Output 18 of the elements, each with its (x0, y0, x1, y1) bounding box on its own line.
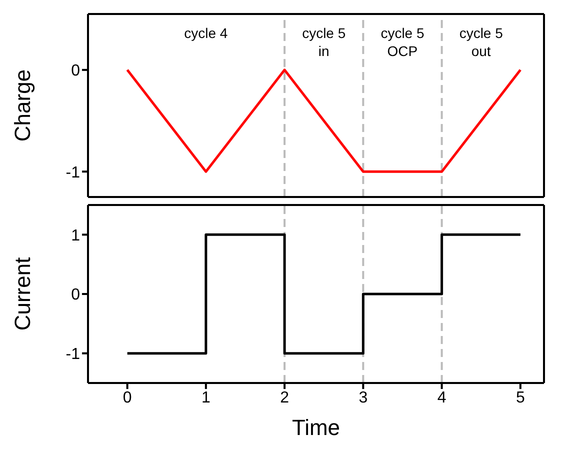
y-tick-label: -1 (66, 164, 80, 182)
y-tick-label: 0 (71, 286, 80, 304)
y-tick-label: 0 (71, 62, 80, 80)
x-tick-label: 0 (122, 389, 132, 406)
annotation: cycle 5 OCP (380, 25, 424, 59)
x-tick-label: 2 (280, 389, 290, 406)
x-tick-label: 3 (358, 389, 368, 406)
y-tick-label: 1 (71, 227, 80, 244)
x-tick-label: 1 (201, 389, 210, 406)
y-axis-title: Current (10, 257, 35, 331)
annotation: cycle 5 in (302, 25, 346, 59)
y-tick-label: -1 (66, 346, 80, 364)
y-axis-title: Charge (10, 69, 35, 142)
annotation: cycle 5 out (459, 25, 504, 59)
x-axis-title: Time (292, 415, 340, 440)
annotation: cycle 4 (184, 25, 228, 41)
x-tick-label: 5 (516, 389, 525, 406)
x-tick-label: 4 (437, 389, 446, 406)
